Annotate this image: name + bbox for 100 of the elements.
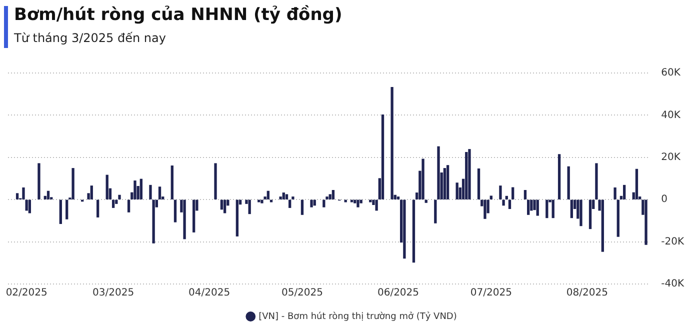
bar xyxy=(96,200,100,218)
bar xyxy=(412,200,416,263)
bar xyxy=(270,200,273,202)
bar xyxy=(288,200,292,208)
bar xyxy=(72,168,74,200)
bar xyxy=(66,200,68,220)
bar xyxy=(90,186,93,200)
y-tick-label: -20K xyxy=(661,236,684,248)
bar xyxy=(310,200,313,208)
bar xyxy=(38,163,40,200)
bar xyxy=(292,196,294,200)
bar xyxy=(468,149,471,200)
bar xyxy=(118,194,121,200)
bar xyxy=(127,200,130,212)
x-tick-label: 08/2025 xyxy=(566,288,608,299)
bar xyxy=(25,200,28,211)
bar xyxy=(390,87,394,200)
bar xyxy=(158,186,162,200)
bar xyxy=(530,200,533,211)
bar xyxy=(456,182,458,200)
bar xyxy=(350,200,354,202)
bar xyxy=(360,200,362,204)
bar xyxy=(214,163,217,200)
bar xyxy=(170,166,174,200)
bar xyxy=(546,200,548,218)
bar xyxy=(149,184,152,200)
x-tick-label: 04/2025 xyxy=(188,288,230,299)
bar xyxy=(356,200,360,208)
bar xyxy=(266,190,270,200)
bar xyxy=(465,152,468,200)
bar xyxy=(635,168,638,200)
bar xyxy=(112,200,115,208)
y-tick-label: 0 xyxy=(661,194,668,206)
bar xyxy=(502,200,505,206)
bar xyxy=(152,200,155,244)
bar xyxy=(558,154,561,200)
y-tick-label: 60K xyxy=(661,68,681,79)
bar xyxy=(59,200,62,224)
bar xyxy=(183,200,186,240)
legend-label: [VN] - Bơm hút ròng thị trường mở (Tỷ VND) xyxy=(258,310,457,322)
bar xyxy=(192,200,196,232)
bar xyxy=(490,196,492,200)
bar xyxy=(644,200,648,245)
bar xyxy=(381,114,384,200)
chart-title: Bơm/hút ròng của NHNN (tỷ đồng) xyxy=(14,5,342,25)
bar xyxy=(524,190,527,200)
bar xyxy=(477,168,480,200)
bar xyxy=(285,194,288,200)
x-tick-label: 06/2025 xyxy=(377,288,420,299)
bar xyxy=(258,200,260,202)
bar xyxy=(236,200,239,236)
bar xyxy=(424,200,428,203)
bar xyxy=(484,200,486,219)
bar xyxy=(595,163,598,200)
bar xyxy=(601,200,604,252)
bar xyxy=(443,168,446,200)
bar xyxy=(248,200,251,214)
bar xyxy=(223,200,226,214)
bar xyxy=(512,187,514,200)
bar xyxy=(403,200,406,259)
bar xyxy=(614,187,616,200)
y-tick-label: -40K xyxy=(661,278,684,290)
bar xyxy=(134,180,136,200)
x-tick-label: 02/2025 xyxy=(6,288,48,299)
bar xyxy=(354,200,356,204)
bar xyxy=(282,192,285,200)
y-tick-label: 40K xyxy=(661,110,681,121)
bar xyxy=(140,178,143,200)
bar xyxy=(552,200,554,218)
bar xyxy=(396,196,400,200)
bar xyxy=(106,174,108,200)
bar xyxy=(16,193,19,200)
bar xyxy=(322,200,326,208)
bar xyxy=(505,196,508,200)
x-tick-label: 03/2025 xyxy=(92,288,134,299)
bar xyxy=(536,200,539,216)
bar xyxy=(279,196,282,200)
bar xyxy=(437,146,440,200)
bar xyxy=(623,184,626,200)
bar xyxy=(22,187,25,200)
bar xyxy=(332,190,335,200)
bar xyxy=(46,190,50,200)
bar xyxy=(526,200,530,215)
bar xyxy=(446,165,450,200)
bar xyxy=(567,166,570,200)
bar xyxy=(588,200,592,230)
bar xyxy=(260,200,264,204)
bar xyxy=(300,200,304,215)
x-tick-label: 07/2025 xyxy=(470,288,512,299)
bar xyxy=(422,158,424,200)
bar xyxy=(375,200,378,211)
bar xyxy=(616,200,620,237)
bar xyxy=(499,186,502,200)
bar xyxy=(28,200,32,214)
chart-subtitle: Từ tháng 3/2025 đến nay xyxy=(14,31,166,45)
x-tick-label: 05/2025 xyxy=(281,288,323,299)
bar xyxy=(174,200,177,222)
bar xyxy=(328,194,332,200)
bar xyxy=(369,200,372,202)
y-tick-label: 20K xyxy=(661,152,681,163)
